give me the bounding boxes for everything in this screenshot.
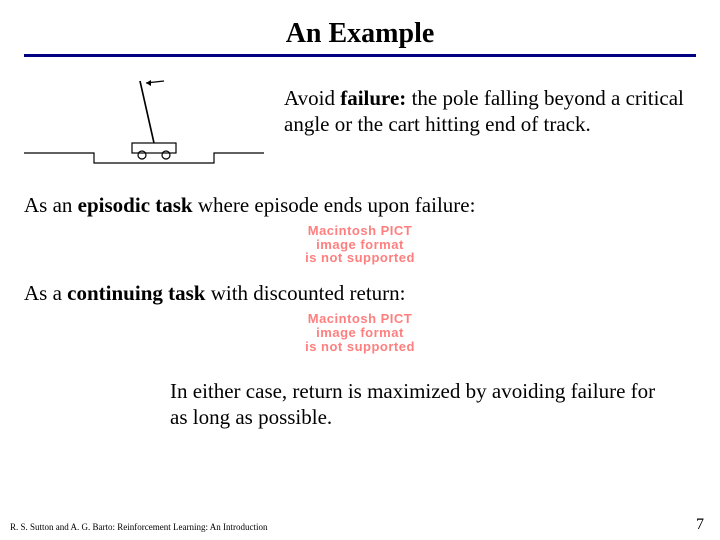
continuing-prefix: As a — [24, 281, 67, 305]
desc-bold: failure: — [340, 86, 406, 110]
footer-citation: R. S. Sutton and A. G. Barto: Reinforcem… — [10, 522, 267, 532]
pict2-line1: Macintosh PICT — [305, 312, 415, 326]
failure-description: Avoid failure: the pole falling beyond a… — [284, 75, 696, 138]
continuing-rest: with discounted return: — [205, 281, 405, 305]
desc-prefix: Avoid — [284, 86, 340, 110]
pict1-line1: Macintosh PICT — [305, 224, 415, 238]
conclusion-text: In either case, return is maximized by a… — [0, 370, 720, 431]
continuing-bold: continuing task — [67, 281, 205, 305]
episodic-line: As an episodic task where episode ends u… — [0, 193, 720, 218]
page-number: 7 — [696, 516, 704, 534]
pict1-line2: image format — [305, 238, 415, 252]
episodic-bold: episodic task — [78, 193, 193, 217]
intro-row: Avoid failure: the pole falling beyond a… — [0, 75, 720, 189]
pict-placeholder-1: Macintosh PICT image format is not suppo… — [0, 224, 720, 267]
pict2-line3: is not supported — [305, 340, 415, 354]
episodic-prefix: As an — [24, 193, 78, 217]
episodic-rest: where episode ends upon failure: — [193, 193, 476, 217]
pict1-line3: is not supported — [305, 251, 415, 265]
slide-title: An Example — [0, 0, 720, 54]
title-underline — [24, 54, 696, 57]
pict2-line2: image format — [305, 326, 415, 340]
continuing-line: As a continuing task with discounted ret… — [0, 281, 720, 306]
cartpole-diagram — [24, 75, 264, 175]
pict-placeholder-2: Macintosh PICT image format is not suppo… — [0, 312, 720, 355]
